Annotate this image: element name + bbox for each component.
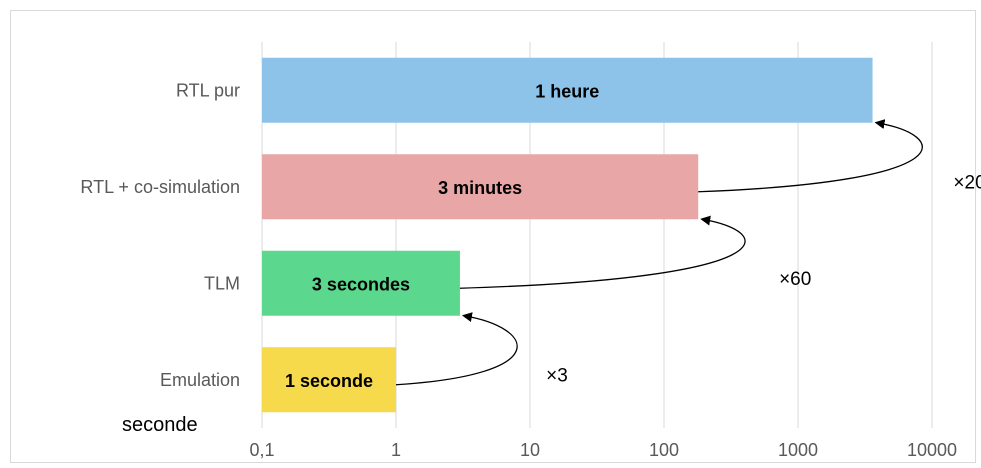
x-tick-label: 1000	[778, 440, 818, 460]
speedup-arrow	[395, 312, 518, 386]
x-tick-label: 10	[520, 440, 540, 460]
x-unit-label: seconde	[122, 414, 198, 436]
x-tick-label: 100	[649, 440, 679, 460]
x-tick-label: 0,1	[249, 440, 274, 460]
bar-data-label: 1 heure	[535, 81, 599, 101]
speedup-arrow	[459, 215, 746, 289]
bar-tlm	[262, 250, 460, 316]
speedup-arrow	[698, 119, 923, 193]
bar-data-label: 3 secondes	[312, 274, 410, 294]
category-label: TLM	[204, 273, 240, 293]
bar-rtl-co-simulation	[262, 154, 699, 220]
bar-data-label: 3 minutes	[438, 178, 522, 198]
x-tick-label: 1	[391, 440, 401, 460]
bar-rtl-pur	[262, 57, 873, 123]
bar-data-label: 1 seconde	[285, 371, 373, 391]
bar-emulation	[262, 347, 396, 413]
x-tick-label: 10000	[907, 440, 957, 460]
category-label: Emulation	[160, 370, 240, 390]
category-label: RTL pur	[176, 80, 240, 100]
speedup-factor-label: ×60	[779, 269, 811, 290]
category-label: RTL + co-simulation	[80, 177, 240, 197]
speedup-factor-label: ×20	[953, 172, 981, 193]
speedup-factor-label: ×3	[546, 365, 568, 386]
